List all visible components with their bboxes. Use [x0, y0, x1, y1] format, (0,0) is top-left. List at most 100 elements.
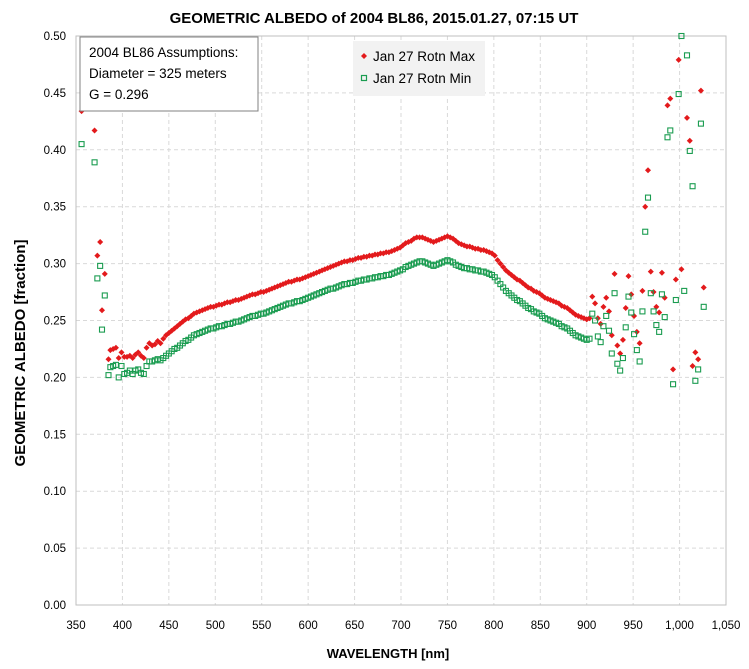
- rotn-max-point: [692, 349, 699, 356]
- y-axis-title: GEOMETRIC ALBEDO [fraction]: [12, 240, 29, 467]
- x-tick-label: 900: [577, 620, 596, 632]
- assumptions-line-1: 2004 BL86 Assumptions:: [89, 45, 238, 60]
- y-tick-label: 0.15: [44, 429, 66, 441]
- rotn-min-point: [91, 159, 98, 166]
- rotn-min-point: [670, 381, 677, 388]
- rotn-max-point: [99, 307, 105, 314]
- rotn-max-point: [129, 355, 136, 362]
- x-tick-label: 1,000: [665, 620, 694, 632]
- rotn-max-point: [140, 355, 147, 362]
- rotn-min-point: [625, 293, 632, 300]
- rotn-min-point: [664, 134, 671, 141]
- x-tick-label: 350: [66, 620, 85, 632]
- x-tick-label: 550: [252, 620, 271, 632]
- rotn-max-point: [619, 336, 626, 343]
- assumptions-line-2: Diameter = 325 meters: [89, 66, 227, 81]
- rotn-max-point: [143, 344, 150, 351]
- rotn-max-point: [622, 304, 629, 311]
- rotn-max-point: [670, 366, 677, 373]
- rotn-min-point: [675, 90, 682, 98]
- rotn-min-point: [644, 194, 652, 201]
- rotn-min-point: [600, 323, 607, 330]
- rotn-min-point: [112, 361, 119, 368]
- rotn-min-point: [661, 314, 668, 321]
- legend-max-marker: [361, 53, 367, 59]
- y-tick-label: 0.50: [44, 31, 66, 43]
- rotn-max-point: [586, 315, 593, 322]
- rotn-max-point: [661, 294, 668, 301]
- rotn-max-point: [112, 344, 119, 351]
- rotn-max-point: [625, 273, 632, 280]
- rotn-min-point: [617, 367, 624, 374]
- rotn-max-point: [697, 87, 704, 94]
- rotn-min-point: [592, 317, 599, 324]
- rotn-max-point: [135, 349, 142, 356]
- rotn-min-point: [647, 290, 654, 297]
- rotn-max-point: [491, 252, 498, 259]
- rotn-min-point: [608, 350, 615, 357]
- rotn-max-point: [667, 95, 674, 102]
- rotn-max-point: [678, 266, 685, 273]
- rotn-max-point: [636, 340, 643, 347]
- rotn-min-point: [628, 309, 635, 316]
- rotn-min-point: [653, 322, 660, 329]
- series-rotn-max: [78, 56, 707, 373]
- rotn-min-point: [140, 370, 147, 378]
- rotn-min-point: [639, 308, 646, 315]
- rotn-min-point: [115, 374, 122, 381]
- rotn-min-point: [636, 358, 643, 365]
- rotn-min-point: [633, 347, 640, 354]
- x-tick-label: 450: [159, 620, 178, 632]
- y-tick-label: 0.20: [44, 372, 66, 384]
- rotn-min-point: [78, 141, 85, 148]
- rotn-min-point: [697, 120, 704, 127]
- x-axis-ticks: 350 400 450 500 550 600 650 700 750 800 850 900 950 1…: [66, 620, 740, 632]
- rotn-min-point: [631, 331, 638, 338]
- x-tick-label: 950: [624, 620, 643, 632]
- rotn-max-point: [645, 167, 651, 174]
- rotn-min-point: [695, 366, 702, 373]
- rotn-min-point: [97, 262, 104, 269]
- x-tick-label: 500: [206, 620, 225, 632]
- rotn-max-point: [611, 270, 618, 277]
- rotn-min-point: [650, 308, 657, 315]
- rotn-max-point: [600, 303, 607, 310]
- rotn-max-point: [101, 270, 108, 277]
- rotn-min-point: [586, 335, 593, 342]
- y-tick-label: 0.05: [44, 543, 66, 555]
- rotn-max-point: [592, 300, 599, 307]
- rotn-max-point: [608, 332, 615, 339]
- x-tick-label: 700: [391, 620, 410, 632]
- y-tick-label: 0.45: [44, 88, 66, 100]
- chart-title: GEOMETRIC ALBEDO of 2004 BL86, 2015.01.2…: [170, 10, 579, 27]
- rotn-max-point: [151, 341, 158, 348]
- rotn-min-point: [678, 32, 685, 40]
- y-tick-label: 0.00: [44, 600, 66, 612]
- rotn-max-point: [639, 287, 646, 294]
- rotn-min-point: [614, 360, 621, 367]
- rotn-min-point: [589, 310, 596, 317]
- rotn-max-point: [97, 238, 104, 245]
- rotn-max-point: [653, 303, 660, 310]
- assumptions-line-3: G = 0.296: [89, 87, 149, 102]
- rotn-max-point: [91, 127, 98, 134]
- x-tick-label: 650: [345, 620, 364, 632]
- rotn-min-point: [605, 327, 613, 334]
- rotn-max-point: [689, 363, 696, 370]
- rotn-min-point: [686, 147, 693, 154]
- rotn-min-point: [118, 362, 125, 370]
- x-tick-label: 600: [299, 620, 318, 632]
- rotn-min-point: [98, 326, 106, 333]
- rotn-min-point: [594, 333, 601, 340]
- rotn-max-point: [589, 293, 596, 300]
- rotn-max-point: [664, 102, 671, 109]
- rotn-max-point: [614, 342, 621, 349]
- rotn-min-point: [94, 275, 101, 282]
- rotn-max-point: [157, 340, 164, 347]
- rotn-max-point: [642, 203, 649, 210]
- y-axis-ticks: 0.00 0.05 0.10 0.15 0.20 0.25 0.30 0.35 0.40 0.45…: [44, 31, 66, 612]
- series-rotn-min: [78, 32, 707, 388]
- rotn-min-point: [681, 287, 688, 294]
- rotn-min-point: [689, 183, 696, 190]
